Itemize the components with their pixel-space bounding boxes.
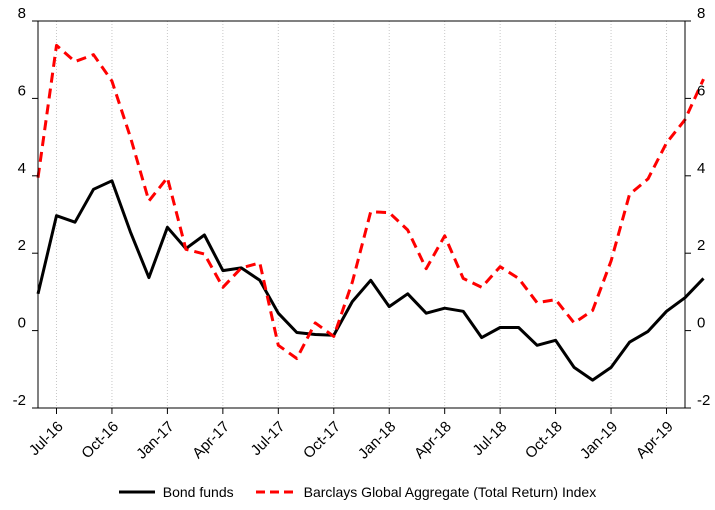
legend-swatch-dashed-red [255,490,296,494]
x-tick-label: Jul-16 [26,418,67,459]
y-tick-label-left: 0 [18,315,26,332]
series-line-barclays-index [36,43,705,360]
x-tick-label: Jan-19 [577,418,621,462]
legend-label-bond-funds: Bond funds [162,484,234,500]
y-tick-label-right: 0 [697,315,705,332]
x-tick-label: Apr-19 [633,418,677,462]
plot-area-frame [37,20,686,409]
x-tick-label: Jul-17 [248,418,289,459]
series-lines [36,43,705,382]
y-tick-label-right: 4 [697,160,705,177]
y-tick-label-right: 2 [697,237,705,254]
legend-swatch-solid-black [118,490,155,494]
legend: Bond funds Barclays Global Aggregate (To… [0,484,715,500]
x-tick-label: Oct-18 [522,418,566,462]
legend-item-barclays-index: Barclays Global Aggregate (Total Return)… [255,484,597,500]
y-tick-label-right: 6 [697,82,705,99]
x-tick-label: Jan-18 [355,418,399,462]
axes: Jul-16 Oct-16 Jan-17 Apr-17 Jul-17 Oct-17 Jan-… [13,5,711,463]
series-line-bond-funds [36,179,705,382]
vertical-gridlines [55,21,668,408]
y-tick-label-left: 6 [18,82,26,99]
x-tick-label: Oct-17 [300,418,344,462]
y-tick-label-left: -2 [13,392,26,409]
y-tick-label-left: 8 [18,5,26,22]
x-tick-label: Jul-18 [469,418,510,459]
legend-label-barclays-index: Barclays Global Aggregate (Total Return)… [303,484,597,500]
y-tick-label-left: 2 [18,237,26,254]
y-tick-label-right: -2 [697,392,710,409]
x-tick-label: Jan-17 [133,418,177,462]
line-chart: Jul-16 Oct-16 Jan-17 Apr-17 Jul-17 Oct-17 Jan-… [13,5,711,463]
y-tick-label-right: 8 [697,5,705,22]
legend-item-bond-funds: Bond funds [118,484,234,500]
x-tick-label: Apr-17 [189,418,233,462]
x-tick-label: Oct-16 [78,418,122,462]
y-tick-label-left: 4 [18,160,26,177]
x-tick-label: Apr-18 [411,418,455,462]
